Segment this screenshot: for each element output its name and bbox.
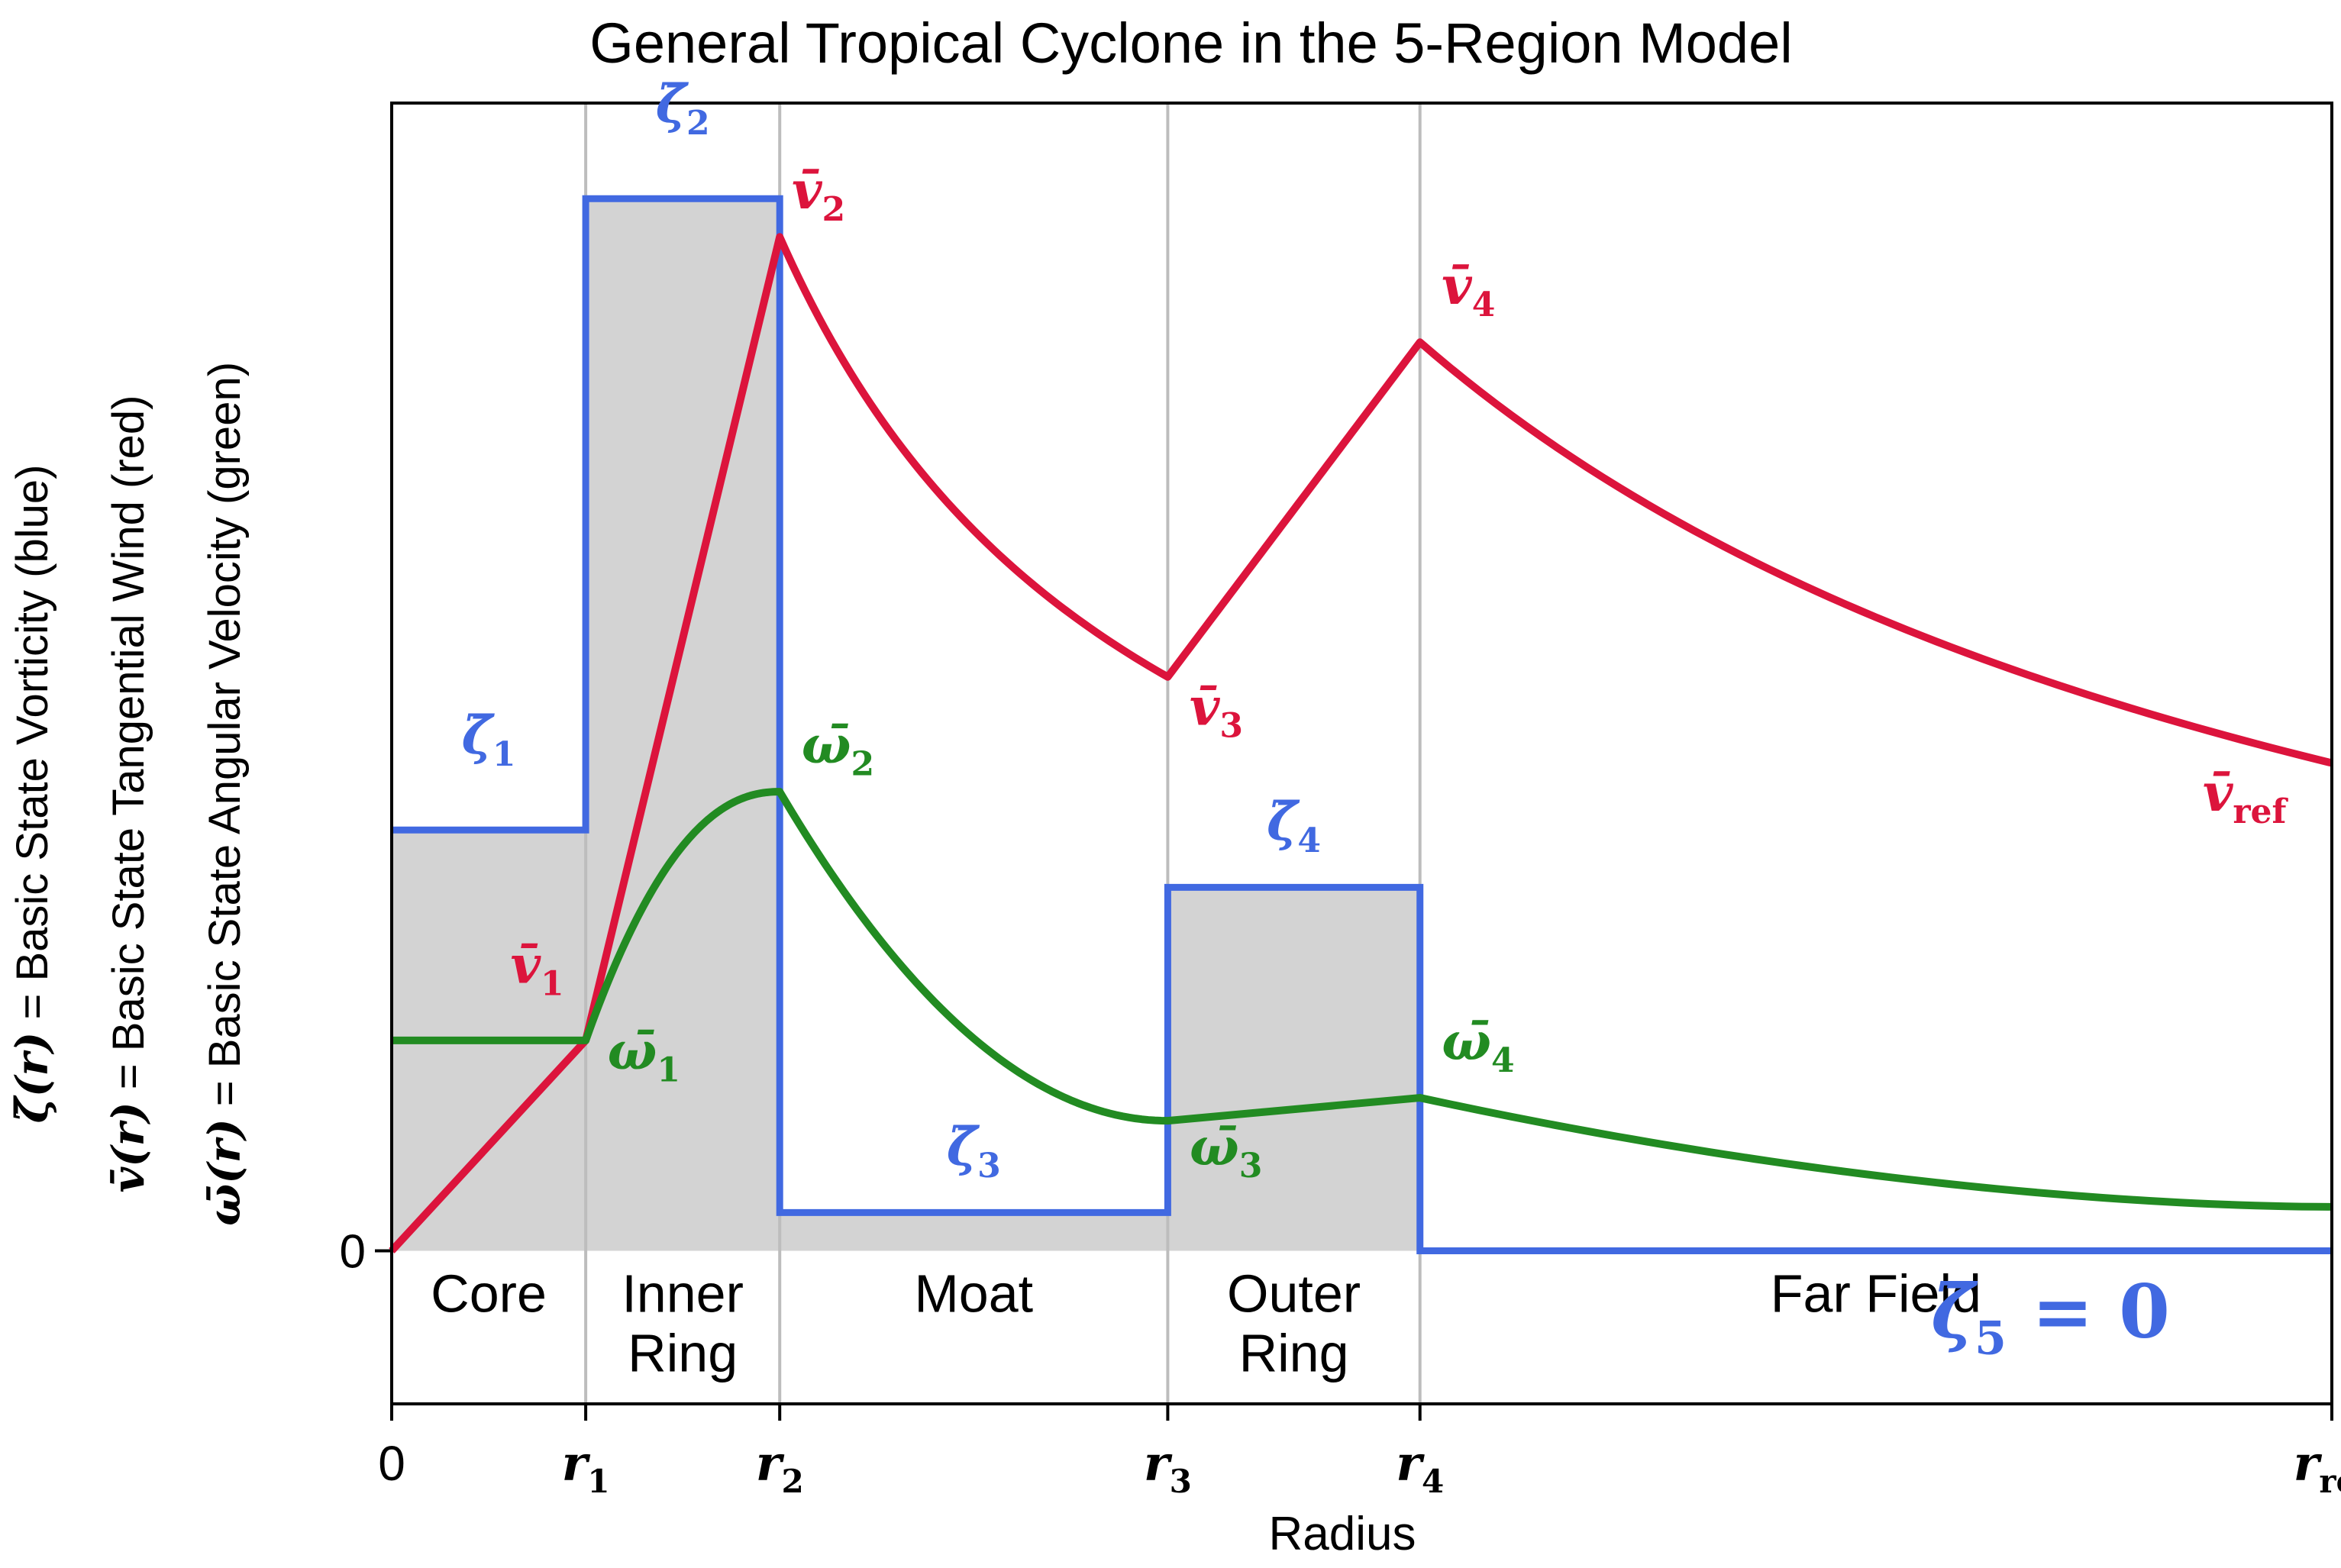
vorticity-line <box>392 195 2332 1255</box>
x-tick-label-4: r3 <box>1144 1435 1192 1500</box>
y-label-text-1: = Basic State Vorticity (blue) <box>8 465 57 1032</box>
curve-annotation-12: ω̄2 <box>802 715 874 784</box>
y-label-line-2: v̄(r) = Basic State Tangential Wind (red… <box>102 395 154 1193</box>
curve-annotation-8: v̄3 <box>1190 676 1243 745</box>
region-label-2-line-2: Ring <box>628 1324 738 1383</box>
angular-velocity-line <box>392 788 2333 1211</box>
y-axis-label-3: ω̄(r) = Basic State Angular Velocity (gr… <box>199 362 250 1226</box>
curve-annotation-5: ζ̄5 = 0 <box>1931 1268 2170 1365</box>
y-label-symbol-3: ω̄(r) <box>199 1118 250 1226</box>
curve-annotation-6: v̄1 <box>511 935 564 1004</box>
region-label-4-line-1: Outer <box>1227 1264 1361 1324</box>
curve-annotation-10: v̄ref <box>2203 763 2289 831</box>
x-tick-label-5: r4 <box>1396 1435 1444 1500</box>
curve-annotation-11: ω̄1 <box>608 1021 680 1089</box>
x-tick-label-6: rref <box>2294 1435 2341 1500</box>
y-axis-label: ζ̄(r) = Basic State Vorticity (blue) <box>6 465 58 1124</box>
curve-annotation-9: v̄4 <box>1442 256 1495 324</box>
region-label-5-line-1: Far Field <box>1771 1264 1981 1324</box>
y-label-line-1: ζ̄(r) = Basic State Vorticity (blue) <box>6 465 58 1124</box>
region-label-3-line-1: Moat <box>914 1264 1033 1324</box>
curve-annotation-2: ζ̄2 <box>656 74 710 143</box>
curve-annotation-14: ω̄4 <box>1442 1011 1514 1080</box>
plot-frame <box>390 102 2333 1405</box>
region-label-2-line-1: Inner <box>622 1264 744 1324</box>
curve-annotation-1: ζ̄1 <box>462 705 516 774</box>
tangential-wind-line <box>389 233 2333 1253</box>
x-axis-label: Radius <box>1269 1508 1416 1560</box>
curve-annotation-13: ω̄3 <box>1190 1117 1262 1186</box>
curve-annotation-4: ζ̄4 <box>1267 792 1321 860</box>
y-label-symbol-1: ζ̄(r) <box>6 1032 58 1124</box>
y-label-text-3: = Basic State Angular Velocity (green) <box>200 362 250 1118</box>
x-tick-label-3: r2 <box>756 1435 804 1500</box>
y-label-line-3: ω̄(r) = Basic State Angular Velocity (gr… <box>199 362 250 1226</box>
x-tick-label-1: 0 <box>378 1436 405 1491</box>
vorticity-fill <box>392 198 2332 1251</box>
region-label-4-line-2: Ring <box>1239 1324 1349 1383</box>
region-label-1-line-1: Core <box>431 1264 547 1324</box>
y-label-symbol-2: v̄(r) <box>102 1102 154 1192</box>
y-tick-label-1: 0 <box>340 1226 366 1279</box>
curve-annotation-3: ζ̄3 <box>947 1117 1001 1186</box>
chart-title: General Tropical Cyclone in the 5-Region… <box>589 11 1792 75</box>
y-label-text-2: = Basic State Tangential Wind (red) <box>104 395 153 1102</box>
x-tick-label-2: r1 <box>562 1435 610 1500</box>
curve-annotation-7: v̄2 <box>792 160 845 229</box>
y-axis-label-2: v̄(r) = Basic State Tangential Wind (red… <box>102 395 154 1193</box>
